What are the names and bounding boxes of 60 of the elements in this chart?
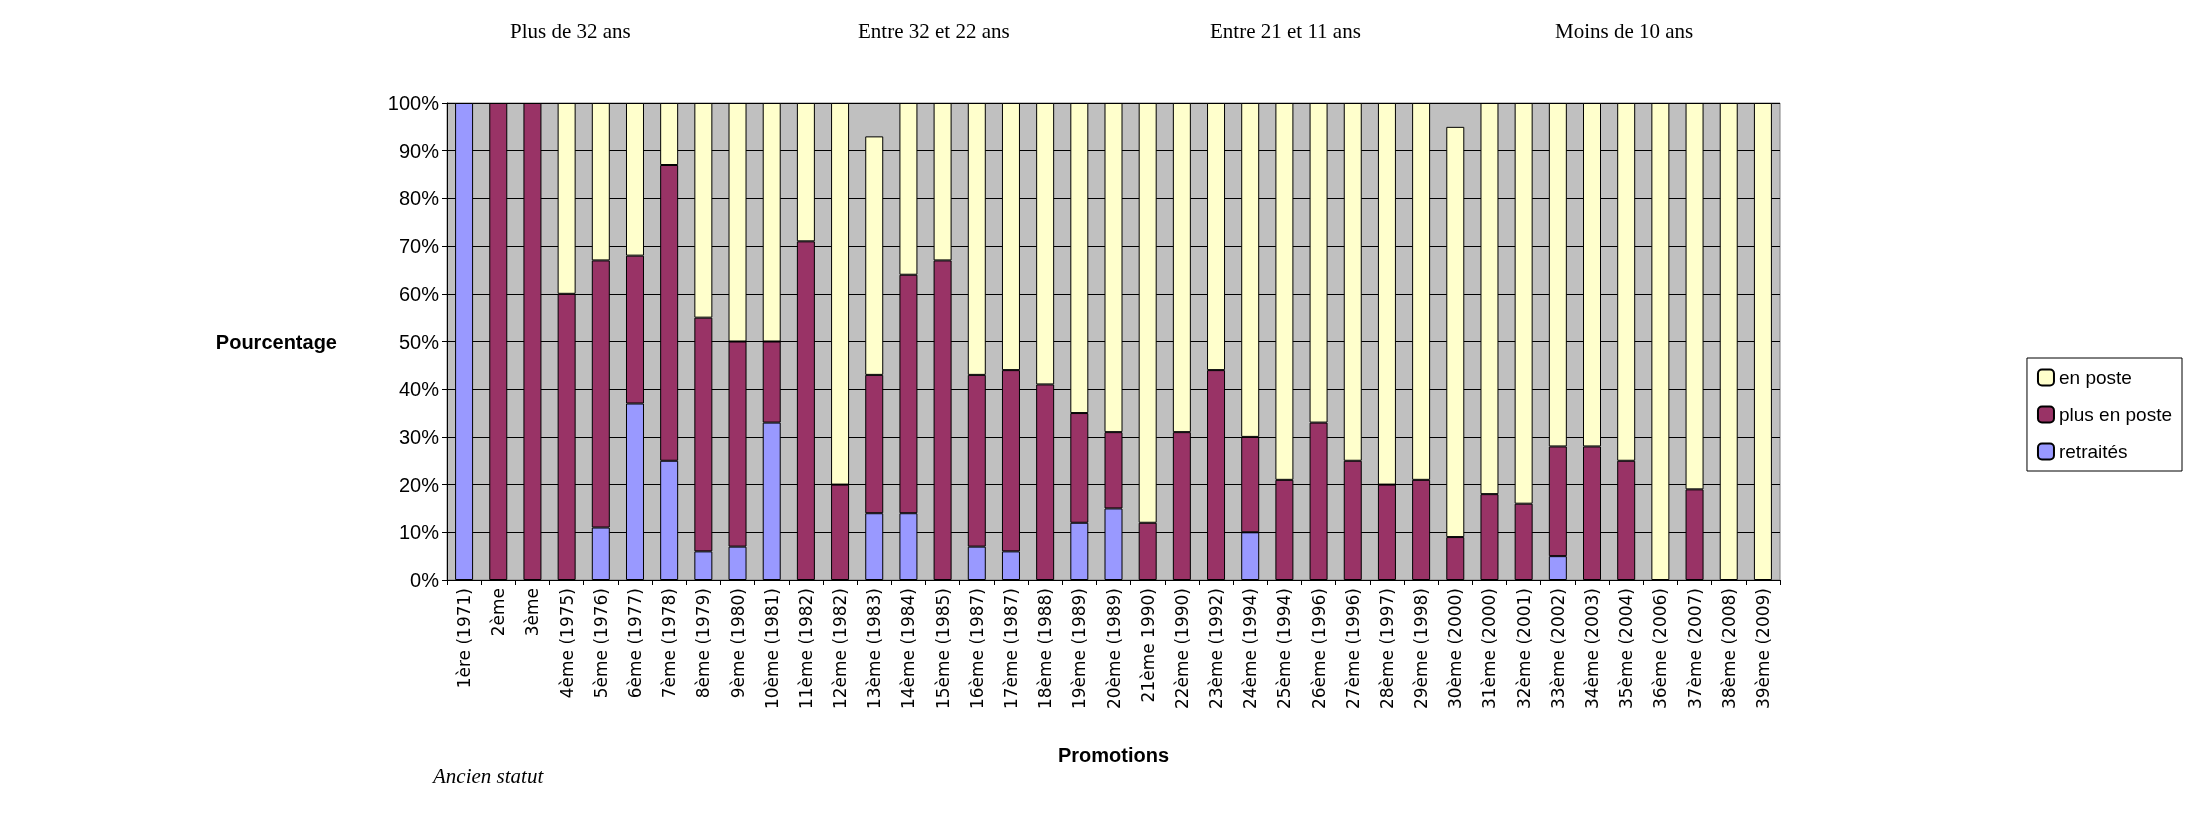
- y-tick-label: 100%: [387, 92, 440, 114]
- x-tick-label: 6ème (1977): [624, 588, 645, 699]
- x-tick-label: 39ème (2009): [1752, 588, 1773, 710]
- x-tick-label: 3ème: [522, 588, 543, 637]
- x-tick-label: 11ème (1982): [795, 588, 816, 710]
- x-tick-label: 9ème (1980): [727, 588, 748, 699]
- legend-label: en poste: [2058, 367, 2132, 388]
- y-tick-label: 30%: [398, 425, 440, 448]
- x-tick-label: 31ème (2000): [1479, 588, 1500, 710]
- y-tick-label: 90%: [398, 139, 440, 162]
- y-tick-label: 0%: [410, 569, 440, 591]
- x-tick-label: 27ème (1996): [1342, 588, 1363, 710]
- y-tick-label: 20%: [398, 473, 440, 496]
- x-tick-label: 26ème (1996): [1308, 588, 1329, 710]
- x-tick-label: 4ème (1975): [556, 588, 577, 699]
- x-tick-label: 7ème (1978): [659, 588, 680, 699]
- x-tick-label: 36ème (2006): [1650, 588, 1671, 710]
- x-tick-label: 23ème (1992): [1206, 588, 1227, 710]
- x-tick-label: 28ème (1997): [1376, 588, 1397, 710]
- text: Moins de 10 ans: [1555, 18, 1694, 43]
- x-tick-label: 15ème (1985): [932, 588, 953, 710]
- text: Entre 32 et 22 ans: [858, 18, 1010, 43]
- x-tick-label: 21ème 1990): [1137, 588, 1158, 703]
- x-tick-label: 18ème (1988): [1035, 588, 1056, 710]
- x-tick-label: 5ème (1976): [590, 588, 611, 699]
- y-tick-label: 80%: [398, 187, 440, 210]
- x-tick-label: 30ème (2000): [1445, 588, 1466, 710]
- x-tick-label: 19ème (1989): [1069, 588, 1090, 710]
- x-tick-label: 10ème (1981): [761, 588, 782, 710]
- x-tick-label: 29ème (1998): [1411, 588, 1432, 710]
- x-tick-label: 38ème (2008): [1718, 588, 1739, 710]
- x-tick-label: 17ème (1987): [1000, 588, 1021, 710]
- x-tick-label: 1ère (1971): [454, 588, 475, 689]
- x-tick-label: 35ème (2004): [1616, 588, 1637, 710]
- x-tick-label: 20ème (1989): [1103, 588, 1124, 710]
- legend-label: plus en poste: [2058, 404, 2173, 425]
- x-tick-label: 34ème (2003): [1582, 588, 1603, 710]
- text: Entre 21 et 11 ans: [1209, 18, 1361, 43]
- y-tick-label: 60%: [398, 282, 440, 305]
- y-tick-label: 40%: [398, 378, 440, 401]
- x-axis-title: Promotions: [1057, 744, 1170, 766]
- y-axis-title: Pourcentage: [215, 330, 337, 353]
- x-tick-label: 22ème (1990): [1171, 588, 1192, 710]
- text: Ancien statut: [431, 763, 545, 788]
- x-tick-label: 13ème (1983): [864, 588, 885, 710]
- legend-label: retraités: [2058, 441, 2128, 462]
- x-tick-label: 16ème (1987): [966, 588, 987, 710]
- x-tick-label: 32ème (2001): [1513, 588, 1534, 710]
- y-tick-label: 50%: [398, 330, 440, 353]
- text: Plus de 32 ans: [510, 18, 631, 43]
- y-tick-label: 10%: [398, 521, 440, 544]
- x-tick-label: 2ème: [488, 588, 509, 637]
- y-tick-label: 70%: [398, 235, 440, 258]
- x-tick-label: 14ème (1984): [898, 588, 919, 710]
- x-tick-label: 12ème (1982): [830, 588, 851, 710]
- x-tick-label: 25ème (1994): [1274, 588, 1295, 710]
- x-tick-label: 24ème (1994): [1240, 588, 1261, 710]
- x-tick-label: 37ème (2007): [1684, 588, 1705, 710]
- x-tick-label: 33ème (2002): [1547, 588, 1568, 710]
- x-tick-label: 8ème (1979): [693, 588, 714, 699]
